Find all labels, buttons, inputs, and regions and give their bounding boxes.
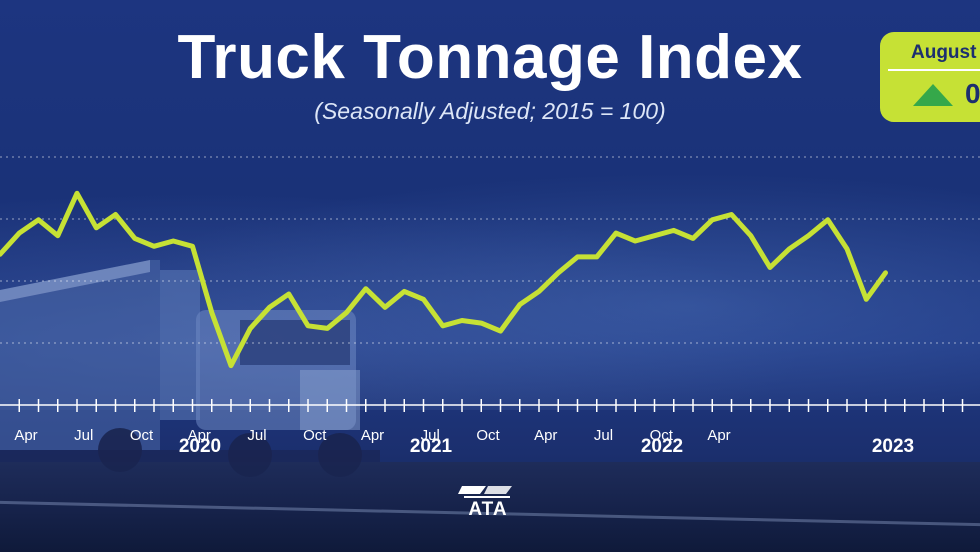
data-point <box>345 311 348 314</box>
callout-month: August <box>911 42 977 63</box>
chart-gridlines <box>0 156 980 344</box>
x-tick-label: Apr <box>534 427 557 444</box>
data-point <box>0 253 2 256</box>
x-tick-label: Jul <box>421 427 440 444</box>
data-point <box>306 324 310 327</box>
x-tick-label: Jul <box>74 427 93 444</box>
data-point <box>845 247 849 251</box>
chart-subtitle: (Seasonally Adjusted; 2015 = 100) <box>314 98 666 124</box>
x-tick-label: Oct <box>650 427 674 444</box>
data-point <box>730 213 733 216</box>
callout-change-value: 0 <box>965 78 980 109</box>
x-tick-label: Apr <box>14 427 37 444</box>
year-label: 2022 <box>641 436 683 457</box>
x-tick-label: Jul <box>247 427 266 444</box>
data-point <box>653 234 656 237</box>
ata-logo: ATA <box>456 484 520 524</box>
data-point <box>152 245 156 248</box>
ata-logo-text: ATA <box>468 499 508 520</box>
year-label: 2021 <box>410 436 453 457</box>
data-point <box>537 290 541 293</box>
data-point <box>326 327 329 330</box>
series-layer <box>0 190 888 369</box>
data-point <box>56 234 59 237</box>
data-point <box>95 226 98 229</box>
data-point <box>210 311 213 314</box>
data-point <box>691 237 695 240</box>
x-axis <box>0 399 980 412</box>
chart-title: Truck Tonnage Index <box>177 23 803 92</box>
data-point <box>518 303 521 306</box>
data-point <box>75 192 79 195</box>
x-tick-label: Oct <box>130 427 154 444</box>
x-tick-label: Apr <box>188 427 211 444</box>
data-point <box>37 218 40 221</box>
data-point <box>249 327 252 330</box>
data-point <box>499 329 502 333</box>
data-point <box>18 231 21 235</box>
year-label: 2020 <box>179 436 221 457</box>
data-point <box>268 306 271 309</box>
data-point <box>807 234 810 237</box>
data-point <box>768 266 772 269</box>
x-tick-label: Jul <box>594 427 613 444</box>
data-point <box>865 298 868 301</box>
data-point <box>557 271 560 274</box>
data-point <box>480 321 483 325</box>
x-tick-label: Oct <box>303 427 327 444</box>
data-point <box>441 324 444 327</box>
x-axis-labels: Apr Jul Oct Apr Jul Oct Apr Jul Oct Apr Jul Oct Apr2… <box>14 427 914 457</box>
data-point <box>826 218 829 221</box>
data-point <box>884 271 887 274</box>
data-point <box>634 239 637 243</box>
callout-divider <box>888 69 980 71</box>
up-arrow-icon <box>913 84 953 106</box>
data-point <box>595 255 598 259</box>
monthly-change-callout: August 0 <box>880 32 980 122</box>
data-point <box>460 319 464 322</box>
x-tick-label: Apr <box>361 427 384 444</box>
data-point <box>788 247 791 251</box>
data-point <box>191 245 194 248</box>
data-point <box>614 231 618 235</box>
data-point <box>114 213 117 216</box>
data-point <box>172 239 175 243</box>
data-point <box>403 290 406 293</box>
x-tick-label: Oct <box>476 427 500 444</box>
data-point <box>383 306 387 309</box>
road-background <box>0 462 980 552</box>
x-tick-label: Apr <box>707 427 730 444</box>
data-point <box>422 298 425 301</box>
data-point <box>287 292 290 296</box>
data-point <box>576 255 579 259</box>
data-point <box>133 237 136 240</box>
data-point <box>229 364 233 367</box>
year-label: 2023 <box>872 436 914 457</box>
data-point <box>711 218 714 221</box>
data-point <box>672 229 675 232</box>
data-point <box>364 287 367 290</box>
ata-flag-icon <box>458 486 512 498</box>
data-point <box>749 234 752 237</box>
